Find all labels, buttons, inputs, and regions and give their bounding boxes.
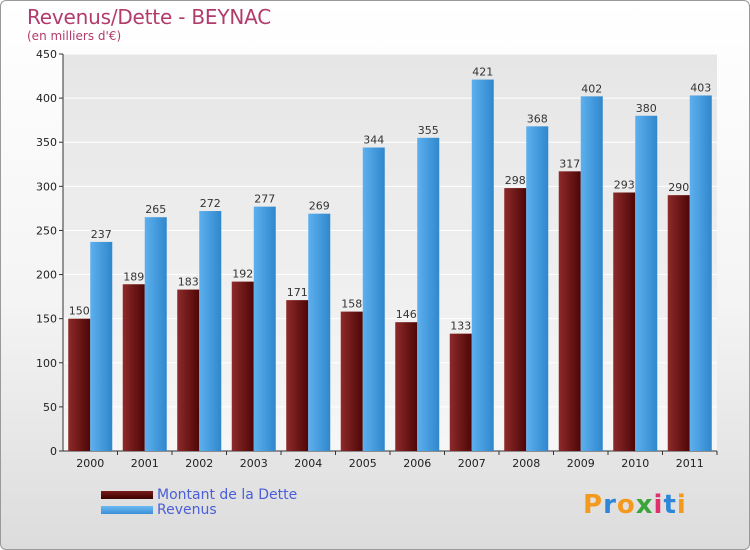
bar-revenus xyxy=(308,213,331,451)
y-tick-label: 250 xyxy=(36,224,57,237)
y-tick-label: 400 xyxy=(36,92,57,105)
bar-dette xyxy=(177,289,200,451)
value-label-dette: 150 xyxy=(69,305,90,318)
plot-area xyxy=(63,54,717,451)
logo-letter: o xyxy=(616,490,636,520)
value-label-dette: 146 xyxy=(396,308,417,321)
x-tick-label: 2011 xyxy=(676,457,704,470)
value-label-dette: 317 xyxy=(559,157,580,170)
bar-dette xyxy=(558,171,581,451)
bar-dette xyxy=(449,333,472,451)
bar-revenus xyxy=(689,95,712,451)
value-label-revenus: 277 xyxy=(254,193,275,206)
x-tick-label: 2002 xyxy=(185,457,213,470)
value-label-dette: 189 xyxy=(123,270,144,283)
value-label-dette: 192 xyxy=(232,268,253,281)
x-tick-label: 2005 xyxy=(349,457,377,470)
bar-revenus xyxy=(144,217,167,451)
value-label-dette: 183 xyxy=(178,276,199,289)
value-label-revenus: 402 xyxy=(581,82,602,95)
value-label-revenus: 421 xyxy=(472,66,493,79)
bar-revenus xyxy=(199,211,222,451)
x-tick-label: 2003 xyxy=(240,457,268,470)
bar-revenus xyxy=(526,126,549,451)
x-tick-label: 2008 xyxy=(512,457,540,470)
bar-revenus xyxy=(362,147,385,451)
x-tick-label: 2004 xyxy=(294,457,322,470)
bar-dette xyxy=(667,195,690,451)
bar-dette xyxy=(68,318,91,451)
chart-subtitle: (en milliers d'€) xyxy=(27,29,122,43)
logo-letter: x xyxy=(635,490,654,520)
logo-letter: t xyxy=(663,490,677,520)
value-label-revenus: 403 xyxy=(690,81,711,94)
bar-revenus xyxy=(635,115,658,451)
bar-dette xyxy=(504,188,527,451)
value-label-revenus: 380 xyxy=(636,102,657,115)
x-tick-label: 2000 xyxy=(76,457,104,470)
x-tick-label: 2010 xyxy=(621,457,649,470)
value-label-dette: 290 xyxy=(668,181,689,194)
y-tick-label: 350 xyxy=(36,136,57,149)
y-tick-label: 450 xyxy=(36,48,57,61)
value-label-revenus: 368 xyxy=(527,112,548,125)
legend-label-dette: Montant de la Dette xyxy=(157,487,298,503)
value-label-revenus: 237 xyxy=(91,228,112,241)
bar-revenus xyxy=(471,79,494,451)
legend-swatch-dette xyxy=(101,491,153,499)
value-label-revenus: 272 xyxy=(200,197,221,210)
bar-dette xyxy=(286,300,309,451)
y-tick-label: 200 xyxy=(36,269,57,282)
bar-dette xyxy=(122,284,145,451)
y-tick-label: 0 xyxy=(50,445,57,458)
logo-letter: i xyxy=(676,490,687,520)
logo-letter: P xyxy=(583,490,604,520)
y-tick-label: 50 xyxy=(43,401,57,414)
bar-dette xyxy=(340,311,363,451)
legend-label-revenus: Revenus xyxy=(157,502,217,518)
x-tick-label: 2006 xyxy=(403,457,431,470)
legend-swatch-revenus xyxy=(101,506,153,514)
bar-revenus xyxy=(90,241,113,451)
y-tick-label: 100 xyxy=(36,357,57,370)
bar-revenus xyxy=(580,96,603,451)
bar-dette xyxy=(231,281,254,451)
y-tick-label: 150 xyxy=(36,313,57,326)
x-tick-label: 2007 xyxy=(458,457,486,470)
logo-letter: r xyxy=(603,490,617,520)
y-tick-label: 300 xyxy=(36,180,57,193)
logo-letter: i xyxy=(653,490,664,520)
value-label-dette: 293 xyxy=(614,179,635,192)
bar-revenus xyxy=(253,206,276,451)
bar-dette xyxy=(395,322,418,451)
value-label-revenus: 344 xyxy=(363,134,384,147)
value-label-dette: 171 xyxy=(287,286,308,299)
value-label-revenus: 355 xyxy=(418,124,439,137)
x-tick-label: 2001 xyxy=(131,457,159,470)
value-label-revenus: 265 xyxy=(145,203,166,216)
proxiti-logo: Proxiti xyxy=(583,490,687,520)
chart-title: Revenus/Dette - BEYNAC xyxy=(27,5,272,29)
x-tick-label: 2009 xyxy=(567,457,595,470)
bar-revenus xyxy=(417,137,440,452)
value-label-dette: 298 xyxy=(505,174,526,187)
value-label-dette: 133 xyxy=(450,320,471,333)
bar-dette xyxy=(613,192,636,451)
value-label-dette: 158 xyxy=(341,298,362,311)
value-label-revenus: 269 xyxy=(309,200,330,213)
